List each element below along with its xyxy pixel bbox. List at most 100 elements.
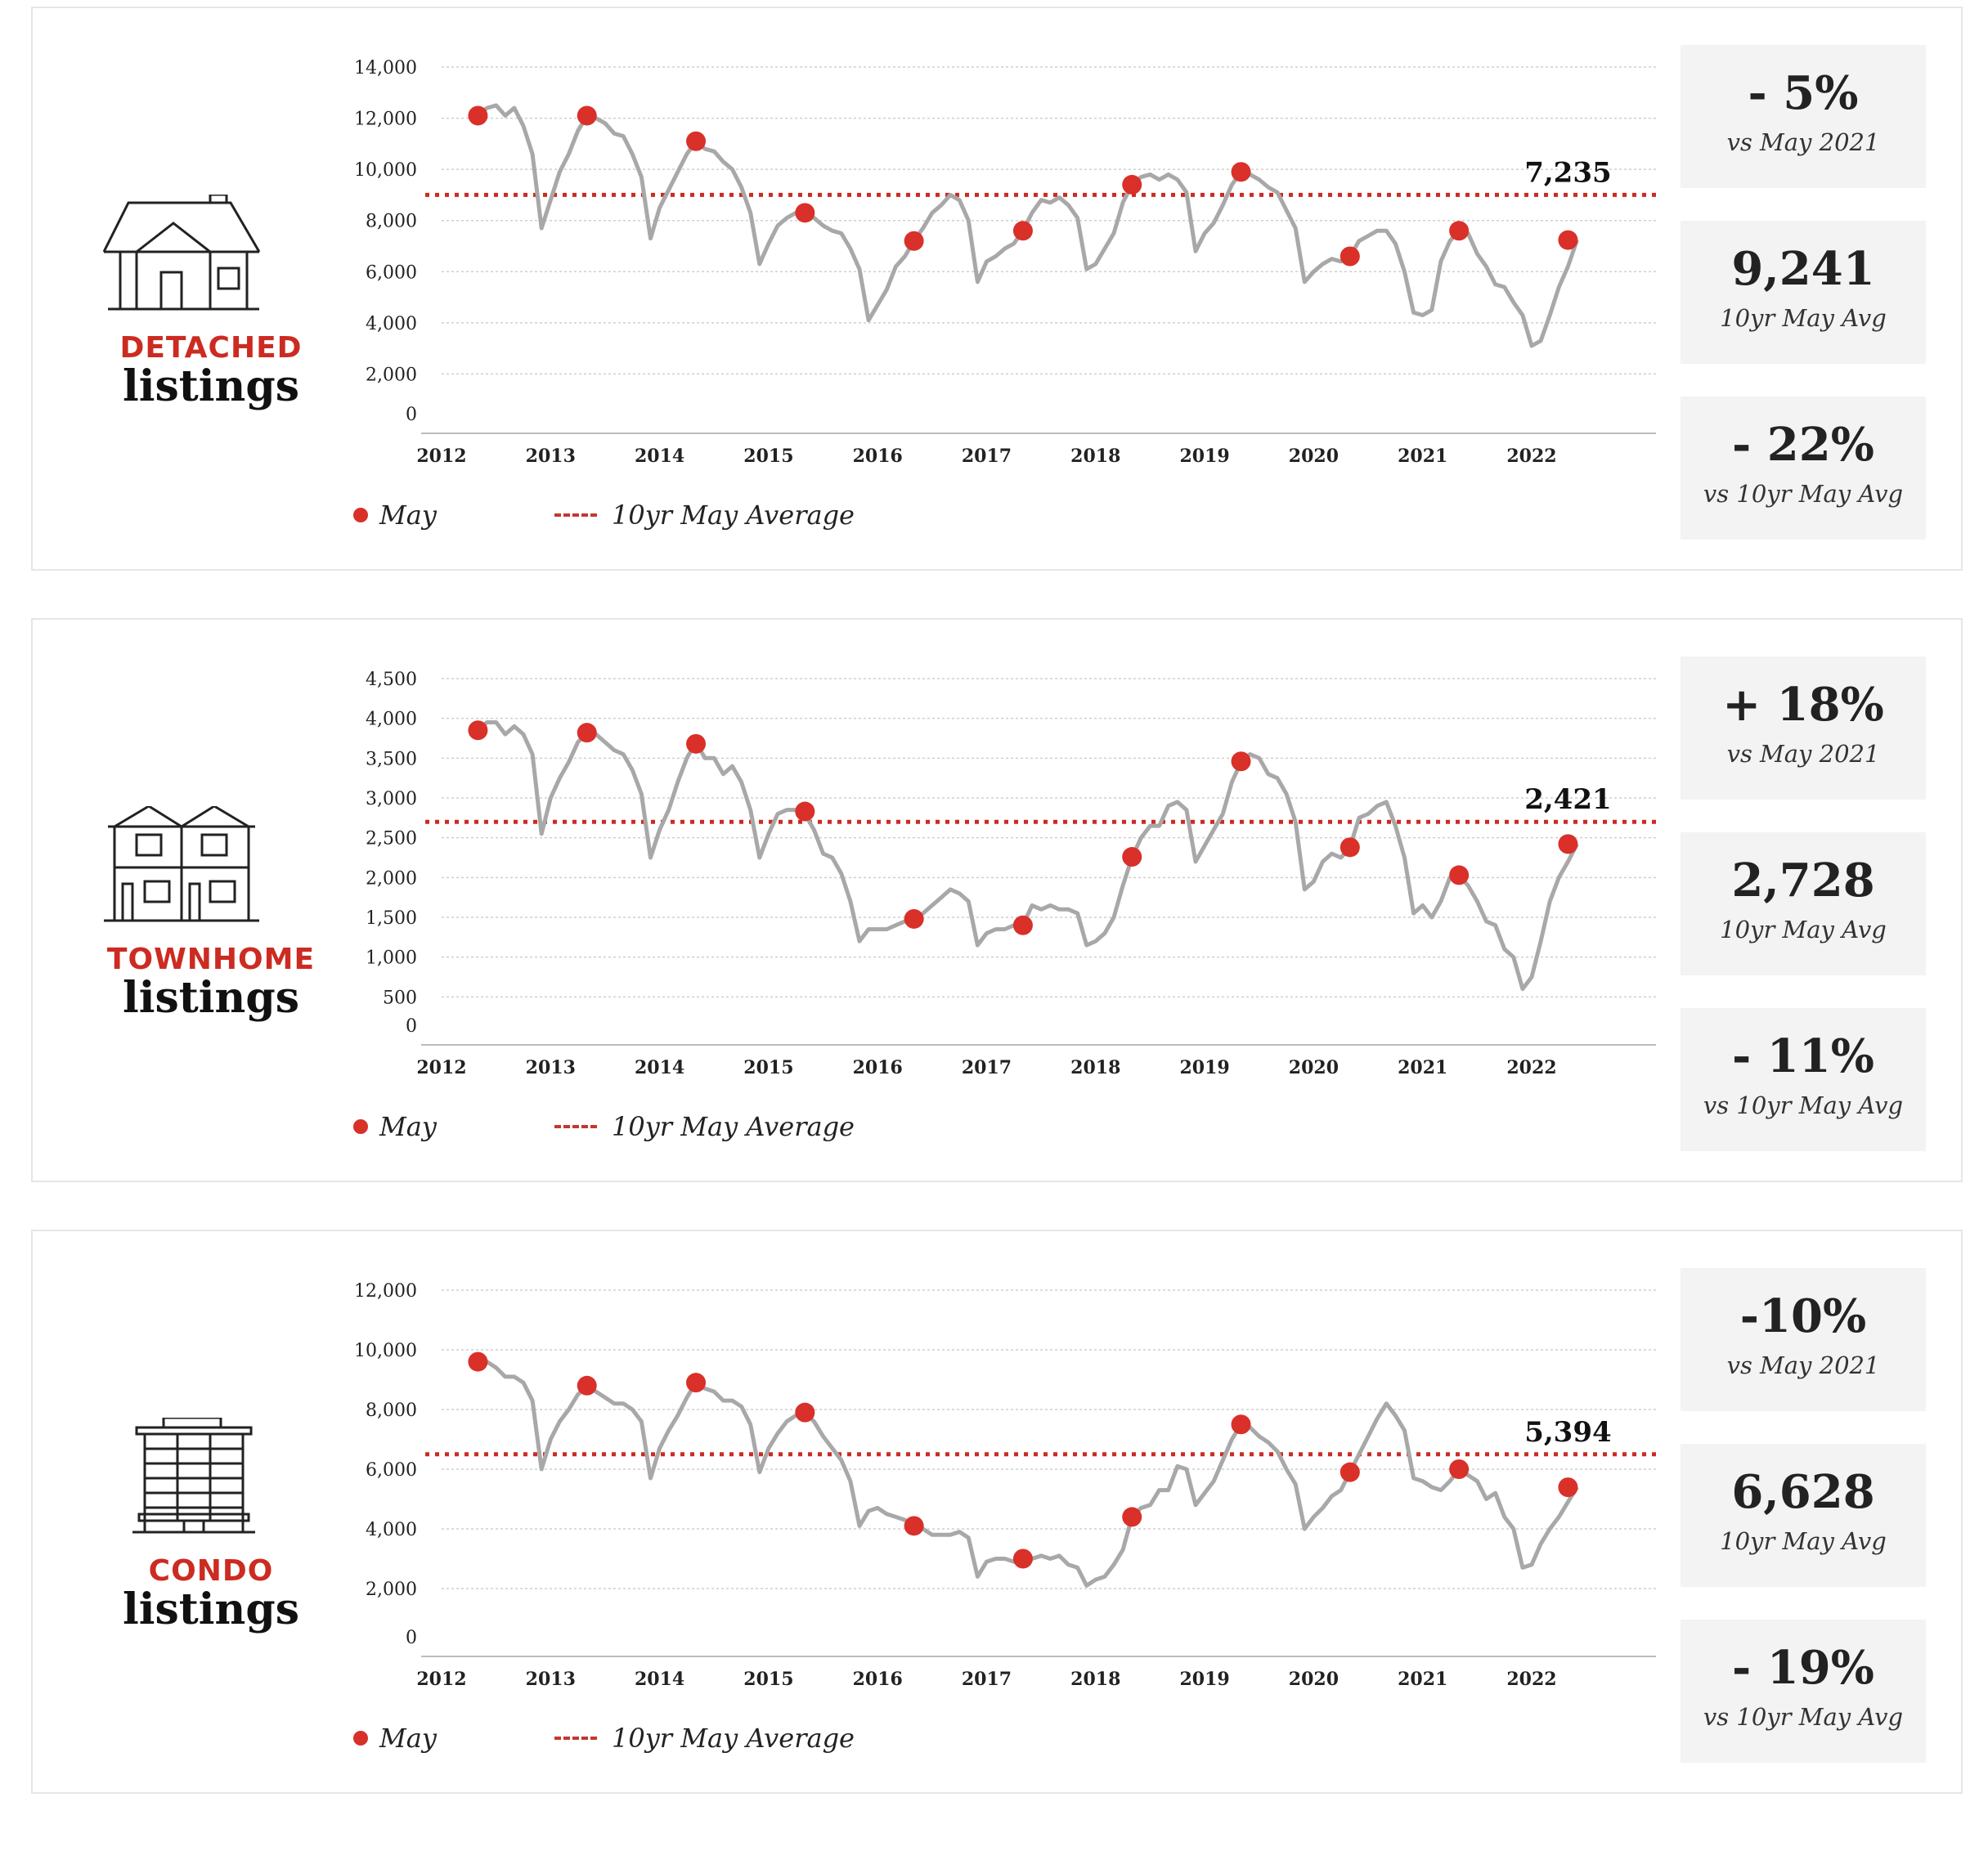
x-tick-label: 2014 [635, 1669, 684, 1690]
legend-may-label: May [379, 1723, 437, 1754]
stat-label: 10yr May Avg [1720, 916, 1887, 943]
legend-avg: 10yr May Average [554, 1722, 855, 1755]
stat-yoy: -10% vs May 2021 [1681, 1268, 1926, 1411]
x-tick-label: 2018 [1070, 1057, 1120, 1078]
latest-value-label: 7,235 [1524, 156, 1611, 189]
y-tick-label: 10,000 [354, 1341, 417, 1361]
y-tick-label: 4,000 [366, 710, 417, 730]
may-point [1122, 1507, 1142, 1527]
y-tick-label: 10,000 [354, 160, 417, 181]
y-tick-label: 12,000 [354, 110, 417, 130]
x-tick-label: 2013 [526, 446, 576, 467]
may-point [1558, 834, 1578, 854]
may-point [686, 1373, 707, 1393]
stat-label: 10yr May Avg [1720, 304, 1887, 332]
townhome-icon [104, 806, 259, 922]
may-point [795, 203, 815, 223]
stat-vs-avg: - 22% vs 10yr May Avg [1681, 397, 1926, 540]
x-tick-label: 2016 [853, 1057, 903, 1078]
y-tick-label: 14,000 [354, 58, 417, 78]
detached-panel: DETACHED listings 0 2,000 4,000 6,000 8,000 1… [31, 7, 1963, 571]
may-point [1449, 865, 1470, 885]
y-tick-label: 3,000 [366, 789, 417, 809]
legend-avg: 10yr May Average [554, 499, 855, 531]
stat-avg: 2,728 10yr May Avg [1681, 832, 1926, 975]
x-tick-label: 2017 [962, 1057, 1012, 1078]
x-tick-label: 2012 [416, 446, 466, 467]
latest-value-label: 2,421 [1524, 783, 1611, 816]
panel-type-label: TOWNHOME [106, 943, 316, 976]
y-tick-label: 2,000 [366, 1580, 417, 1600]
x-tick-label: 2022 [1506, 1669, 1556, 1690]
legend-may: May [353, 1722, 437, 1755]
condo-building-icon [132, 1418, 255, 1534]
may-point [1012, 221, 1033, 241]
stat-vs-avg: - 11% vs 10yr May Avg [1681, 1008, 1926, 1151]
x-tick-label: 2018 [1070, 1669, 1120, 1690]
y-tick-label: 500 [383, 988, 417, 1008]
stat-vs-avg: - 19% vs 10yr May Avg [1681, 1620, 1926, 1763]
legend-dot-icon [353, 1731, 368, 1746]
y-tick-label: 2,000 [366, 365, 417, 385]
panel-sub-label: listings [123, 973, 299, 1023]
condo-panel: CONDO listings 0 2,000 4,000 6,000 8,000 10,0… [31, 1230, 1963, 1794]
x-tick-label: 2016 [853, 446, 903, 467]
x-tick-label: 2022 [1506, 446, 1556, 467]
stat-label: vs May 2021 [1726, 128, 1880, 156]
may-point [686, 131, 707, 151]
may-point [1122, 174, 1142, 195]
x-tick-label: 2021 [1398, 1057, 1447, 1078]
y-tick-label: 4,500 [366, 670, 417, 690]
stat-label: vs 10yr May Avg [1703, 480, 1904, 508]
may-point [1340, 837, 1360, 858]
legend-avg: 10yr May Average [554, 1110, 855, 1143]
stat-value: 9,241 [1731, 242, 1875, 296]
stat-yoy: - 5% vs May 2021 [1681, 45, 1926, 188]
y-tick-label: 1,500 [366, 908, 417, 929]
stat-yoy: + 18% vs May 2021 [1681, 657, 1926, 800]
may-point [468, 720, 488, 741]
may-point [1231, 1414, 1251, 1435]
x-tick-label: 2014 [635, 1057, 684, 1078]
legend-avg-label: 10yr May Average [612, 500, 855, 531]
may-point [468, 1351, 488, 1372]
y-tick-label: 12,000 [354, 1281, 417, 1302]
may-point [795, 1402, 815, 1423]
detached-listings-chart: 0 2,000 4,000 6,000 8,000 10,000 12,000 14,000 2… [354, 58, 1656, 467]
legend-dash-icon [554, 513, 597, 517]
stat-value: 6,628 [1731, 1465, 1875, 1519]
y-tick-label: 8,000 [366, 212, 417, 232]
stat-value: - 5% [1748, 66, 1859, 120]
x-tick-label: 2020 [1289, 1057, 1339, 1078]
may-point [904, 908, 924, 929]
x-tick-label: 2017 [962, 1669, 1012, 1690]
panel-sub-label: listings [123, 361, 299, 411]
may-point [468, 105, 488, 126]
y-tick-label: 2,500 [366, 829, 417, 849]
legend-avg-label: 10yr May Average [612, 1111, 855, 1142]
x-tick-label: 2021 [1398, 446, 1447, 467]
x-tick-label: 2019 [1179, 1669, 1229, 1690]
may-point [1122, 847, 1142, 867]
x-tick-label: 2019 [1179, 446, 1229, 467]
may-point [1449, 221, 1470, 241]
may-point [1231, 162, 1251, 182]
series-line [476, 720, 1579, 992]
may-point [1012, 1548, 1033, 1569]
x-tick-label: 2013 [526, 1669, 576, 1690]
legend-dash-icon [554, 1737, 597, 1740]
stat-label: vs 10yr May Avg [1703, 1091, 1904, 1119]
legend-dot-icon [353, 508, 368, 522]
stat-value: - 22% [1732, 418, 1874, 472]
townhome-panel: TOWNHOME listings 0 500 1,000 1,500 2,000 2,5… [31, 618, 1963, 1182]
x-tick-label: 2020 [1289, 446, 1339, 467]
may-point [1340, 246, 1360, 267]
panel-type-label: CONDO [148, 1554, 274, 1588]
x-tick-label: 2014 [635, 446, 684, 467]
x-tick-label: 2013 [526, 1057, 576, 1078]
x-tick-label: 2021 [1398, 1669, 1447, 1690]
may-point [577, 723, 597, 743]
may-point [904, 1516, 924, 1536]
x-tick-label: 2015 [743, 446, 793, 467]
legend-dash-icon [554, 1125, 597, 1128]
